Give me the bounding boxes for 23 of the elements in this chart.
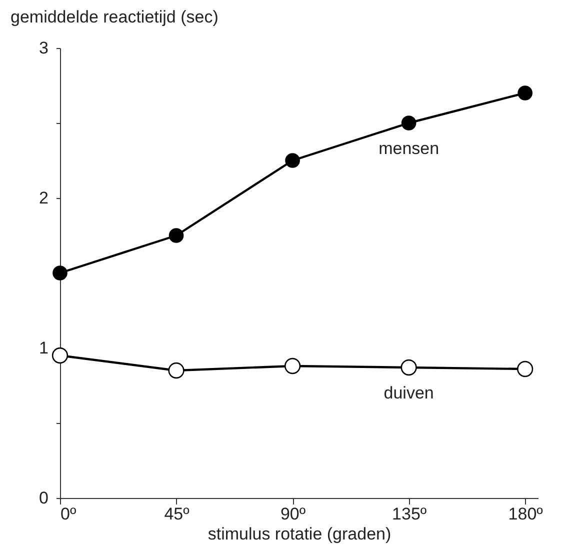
point — [168, 362, 184, 379]
x-tick-label: 45º — [164, 504, 190, 524]
point — [400, 359, 417, 376]
series-label: duiven — [384, 384, 434, 402]
point — [518, 86, 532, 100]
point — [284, 358, 301, 374]
series-label: mensen — [378, 139, 440, 158]
x-axis-title: stimulus rotatie (graden) — [208, 524, 392, 544]
x-tick-label: 180º — [508, 504, 543, 524]
y-axis-title: gemiddelde reactietijd (sec) — [10, 8, 218, 26]
point — [52, 266, 68, 280]
x-tick-label: 90º — [280, 504, 306, 524]
point — [52, 347, 68, 364]
x-tick-label: 135º — [392, 504, 427, 524]
y-tick-label: 3 — [39, 38, 48, 58]
point — [168, 228, 184, 243]
y-tick-label: 2 — [39, 188, 48, 208]
point — [517, 360, 534, 378]
point — [285, 153, 300, 168]
y-tick-label: 0 — [39, 488, 48, 508]
x-tick-label: 0º — [60, 504, 76, 524]
point — [401, 116, 416, 130]
y-tick-label: 1 — [39, 338, 48, 358]
